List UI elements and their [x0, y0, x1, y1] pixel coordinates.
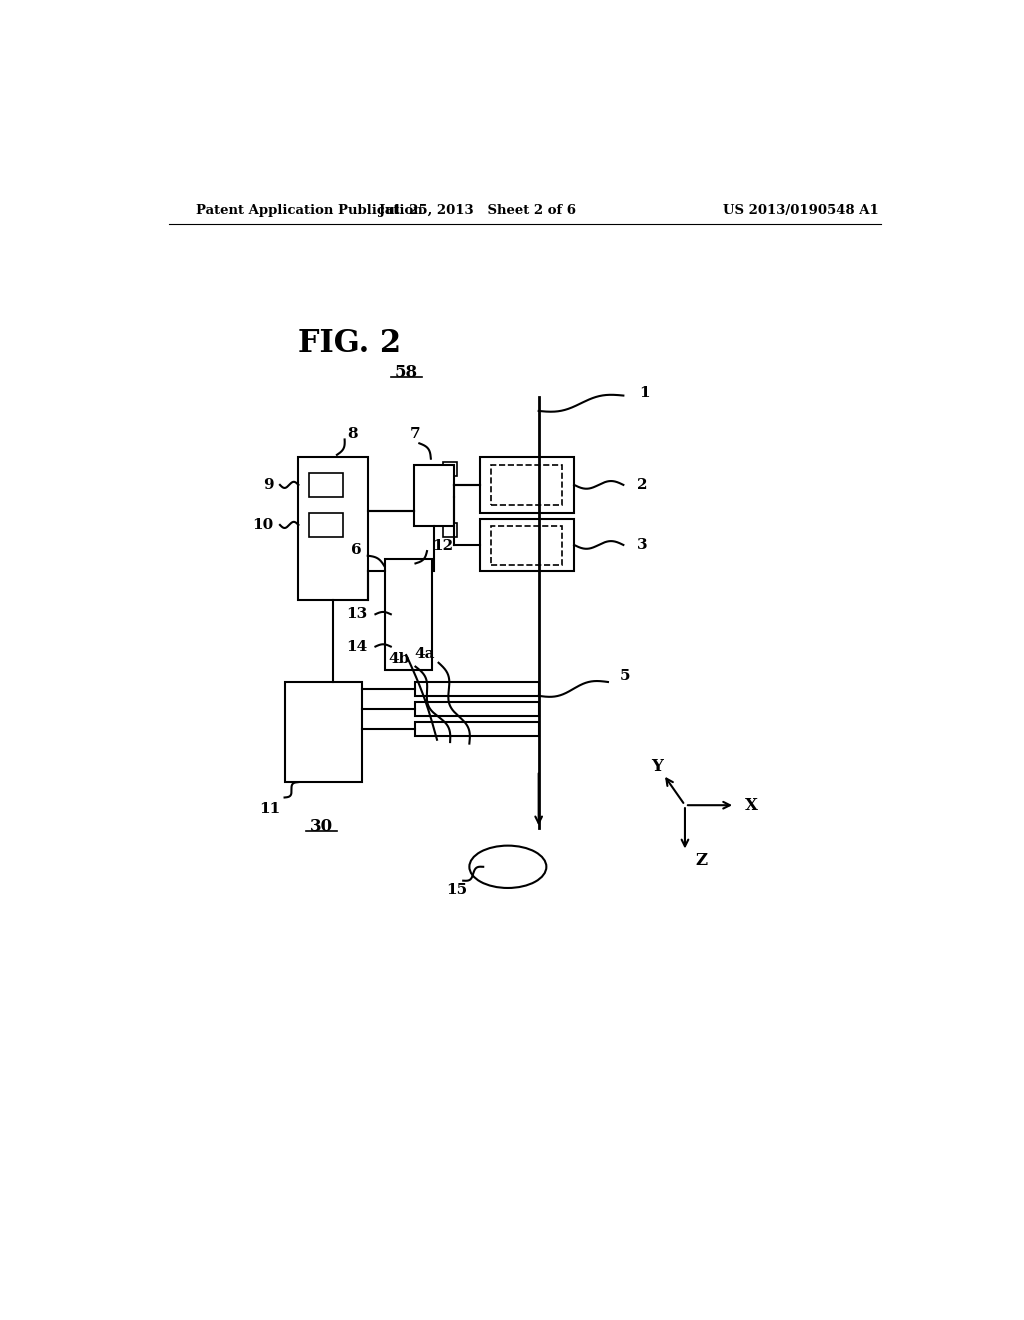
- Ellipse shape: [469, 846, 547, 888]
- Bar: [309, 473, 343, 498]
- Bar: [443, 462, 457, 475]
- Bar: [298, 457, 368, 599]
- Text: FIG. 2: FIG. 2: [298, 327, 401, 359]
- Text: 7: 7: [411, 428, 421, 441]
- Text: Y: Y: [651, 758, 664, 775]
- Text: 13: 13: [346, 607, 368, 622]
- Text: US 2013/0190548 A1: US 2013/0190548 A1: [723, 205, 879, 218]
- Text: 30: 30: [310, 818, 333, 836]
- Text: 58: 58: [394, 364, 418, 381]
- Bar: [385, 558, 432, 671]
- Bar: [443, 523, 457, 537]
- Bar: [490, 527, 562, 565]
- Bar: [392, 601, 426, 628]
- Bar: [416, 702, 539, 715]
- Text: 15: 15: [446, 883, 468, 896]
- Text: Patent Application Publication: Patent Application Publication: [196, 205, 423, 218]
- Text: 4a: 4a: [415, 647, 435, 660]
- Text: X: X: [745, 797, 758, 813]
- Bar: [490, 465, 562, 506]
- Text: 9: 9: [263, 478, 273, 492]
- Bar: [392, 565, 429, 595]
- Text: 12: 12: [432, 540, 454, 553]
- Text: 2: 2: [637, 478, 648, 492]
- Bar: [416, 682, 539, 696]
- Text: Z: Z: [695, 853, 708, 869]
- Text: 6: 6: [351, 543, 361, 557]
- Text: 4b: 4b: [388, 652, 410, 665]
- Bar: [480, 457, 574, 512]
- Text: 8: 8: [348, 428, 358, 441]
- Text: Jul. 25, 2013   Sheet 2 of 6: Jul. 25, 2013 Sheet 2 of 6: [379, 205, 575, 218]
- Text: 3: 3: [637, 539, 648, 552]
- Text: 14: 14: [346, 640, 368, 653]
- Text: 1: 1: [639, 387, 649, 400]
- Bar: [392, 632, 426, 660]
- Text: 5: 5: [620, 669, 630, 682]
- Bar: [480, 519, 574, 572]
- Text: 11: 11: [259, 803, 281, 816]
- Bar: [285, 682, 361, 781]
- Bar: [309, 512, 343, 537]
- Bar: [414, 465, 454, 527]
- Text: 10: 10: [253, 517, 273, 532]
- Bar: [416, 722, 539, 737]
